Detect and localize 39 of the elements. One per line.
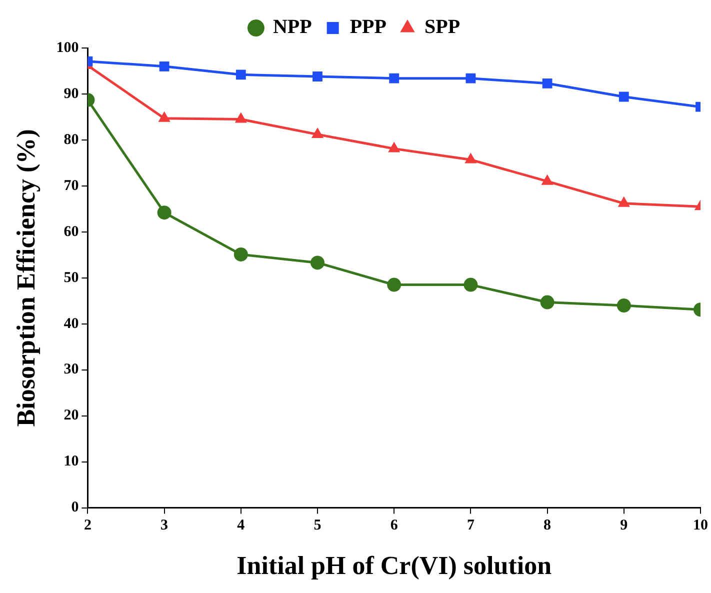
y-tick-label: 40 <box>64 316 79 332</box>
y-tick-label: 0 <box>71 500 79 516</box>
y-tick-label: 50 <box>64 270 79 286</box>
x-tick-label: 5 <box>314 518 322 534</box>
x-tick-label: 8 <box>544 518 552 534</box>
y-tick-label: 100 <box>56 40 79 56</box>
x-tick-label: 9 <box>620 518 628 534</box>
point <box>466 73 476 84</box>
x-tick-label: 6 <box>390 518 398 534</box>
point <box>540 295 554 310</box>
legend-label: SPP <box>424 16 460 38</box>
point <box>616 298 631 312</box>
y-tick-label: 90 <box>64 86 79 102</box>
point <box>464 278 478 292</box>
y-tick-label: 30 <box>64 362 79 378</box>
y-axis-title: Biosorption Efficiency (%) <box>11 129 40 427</box>
y-tick-label: 80 <box>64 132 79 148</box>
point <box>618 92 629 102</box>
x-tick-label: 2 <box>84 518 92 534</box>
legend-label: PPP <box>350 16 386 38</box>
y-tick-label: 20 <box>64 408 79 424</box>
x-axis-title: Initial pH of Cr(VI) solution <box>236 551 552 580</box>
y-tick-label: 60 <box>64 224 79 240</box>
legend-label: NPP <box>272 16 312 38</box>
point <box>387 278 402 292</box>
point <box>310 256 324 270</box>
point <box>542 78 552 88</box>
point <box>157 206 172 220</box>
y-tick-label: 10 <box>64 454 79 470</box>
point <box>312 72 322 82</box>
point <box>236 70 246 80</box>
x-tick-label: 4 <box>237 518 246 534</box>
x-tick-label: 3 <box>160 518 168 534</box>
point <box>159 61 170 72</box>
x-tick-label: 7 <box>466 518 475 534</box>
point <box>389 73 400 84</box>
y-tick-label: 70 <box>64 178 79 194</box>
point <box>234 247 248 262</box>
x-tick-label: 10 <box>693 518 708 534</box>
